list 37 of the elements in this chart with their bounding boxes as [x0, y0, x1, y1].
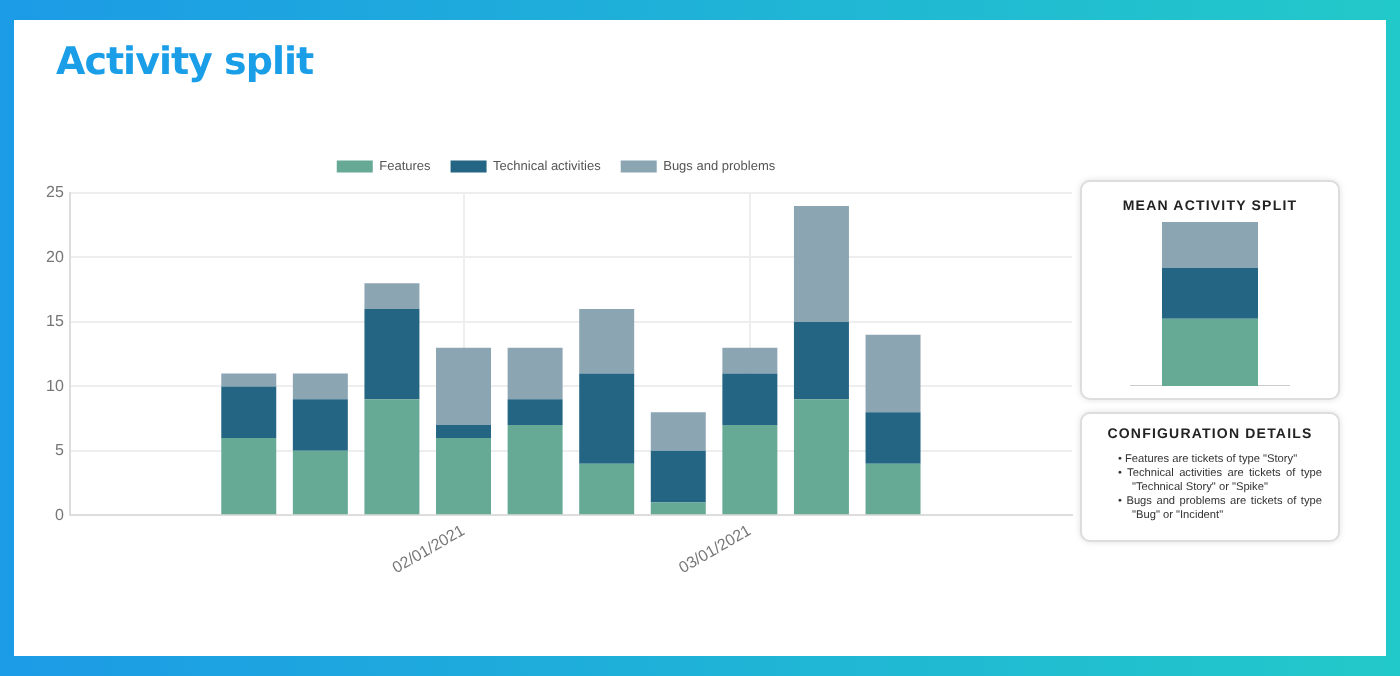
- y-tick-label: 0: [54, 505, 65, 524]
- bar: [722, 347, 778, 374]
- bar: [436, 425, 492, 438]
- bar: [722, 373, 778, 426]
- bar: [650, 502, 706, 515]
- bar: [865, 334, 921, 413]
- bar: [436, 437, 492, 515]
- bar: [221, 386, 277, 438]
- bar: [221, 373, 277, 387]
- bar: [865, 412, 921, 464]
- bar: [650, 450, 706, 503]
- bar: [292, 373, 348, 400]
- bar: [364, 399, 420, 515]
- bar: [865, 463, 921, 515]
- bar: [221, 437, 277, 515]
- bar: [364, 283, 420, 310]
- y-tick-label: 15: [45, 312, 65, 331]
- chart-title: Activity split: [56, 40, 314, 84]
- bar: [579, 373, 635, 464]
- bar: [507, 399, 563, 426]
- bar: [364, 309, 420, 400]
- bar: [292, 399, 348, 451]
- y-tick-label: 5: [54, 441, 65, 460]
- y-tick-label: 20: [45, 247, 65, 266]
- bar: [507, 425, 563, 515]
- bar: [722, 425, 778, 515]
- bar: [507, 347, 563, 400]
- bar: [579, 463, 635, 515]
- bar: [650, 412, 706, 451]
- bar: [793, 399, 849, 515]
- bar: [579, 309, 635, 374]
- bar: [793, 205, 849, 322]
- bar: [436, 347, 492, 426]
- bar: [292, 450, 348, 515]
- bar: [793, 321, 849, 400]
- y-tick-label: 10: [45, 376, 65, 395]
- y-tick-label: 25: [45, 183, 65, 202]
